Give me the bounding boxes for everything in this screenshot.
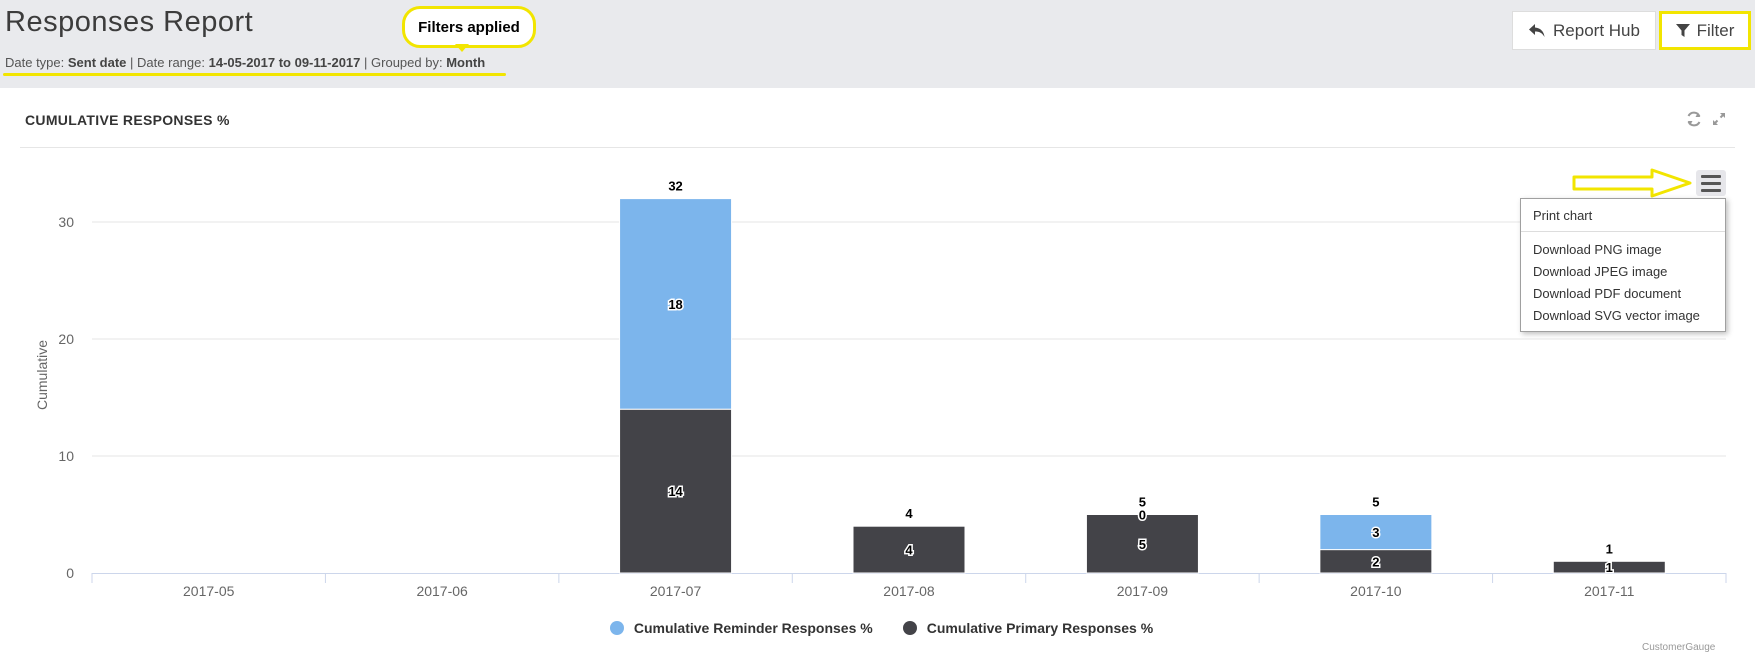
grouped-by-label: Grouped by: (371, 55, 443, 70)
stack-total-label: 1 (1606, 541, 1613, 556)
stack-total-label: 5 (1372, 495, 1379, 510)
menu-item-download-jpeg[interactable]: Download JPEG image (1533, 264, 1668, 279)
reply-arrow-icon (1528, 23, 1546, 39)
filter-summary: Date type: Sent date | Date range: 14-05… (5, 55, 485, 70)
x-tick-label: 2017-11 (1584, 583, 1635, 599)
page-title: Responses Report (5, 6, 254, 38)
separator: | (130, 55, 134, 70)
data-label-reminder: 18 (668, 297, 682, 312)
legend-swatch-reminder (609, 621, 624, 635)
menu-separator (1521, 231, 1725, 232)
funnel-icon (1675, 23, 1690, 38)
panel-divider (20, 147, 1735, 148)
chart-panel-title: CUMULATIVE RESPONSES % (25, 112, 230, 128)
filter-button[interactable]: Filter (1659, 11, 1751, 50)
data-label-primary: 5 (1139, 537, 1146, 552)
stack-total-label: 5 (1139, 495, 1146, 510)
highlight-underline (3, 73, 506, 76)
date-type-value: Sent date (67, 55, 127, 70)
bar-reminder-2017-10 (1319, 514, 1433, 551)
bar-primary-2017-11 (1552, 560, 1666, 574)
report-hub-button[interactable]: Report Hub (1512, 11, 1656, 50)
date-type-label: Date type: (5, 55, 65, 70)
bar-primary-2017-08 (852, 525, 966, 574)
x-tick-label: 2017-05 (183, 583, 235, 599)
callout-text: Filters applied (418, 18, 520, 36)
bar-primary-2017-09 (1085, 514, 1199, 574)
report-hub-label: Report Hub (1553, 20, 1640, 40)
date-range-label: Date range: (137, 55, 205, 70)
stack-total-label: 4 (905, 506, 913, 521)
y-tick-label: 0 (66, 565, 74, 581)
filters-applied-callout: Filters applied (402, 6, 536, 48)
hamburger-menu-icon (1701, 174, 1721, 178)
data-label-primary: 1 (1606, 560, 1613, 575)
legend-item-primary[interactable]: Cumulative Primary Responses % (902, 618, 1154, 638)
menu-item-download-svg[interactable]: Download SVG vector image (1533, 308, 1700, 323)
legend-swatch-primary (902, 621, 917, 635)
chart-context-menu-button[interactable] (1696, 170, 1726, 196)
chart-credits: CustomerGauge (1642, 642, 1716, 653)
separator: | (364, 55, 368, 70)
legend-label-reminder: Cumulative Reminder Responses % (633, 620, 873, 636)
data-label-reminder: 3 (1372, 525, 1379, 540)
bar-primary-2017-07 (619, 408, 733, 574)
chart-legend: Cumulative Reminder Responses % Cumulati… (0, 618, 1755, 638)
legend-label-primary: Cumulative Primary Responses % (926, 620, 1154, 636)
chart-export-menu: Print chart Download PNG image Download … (1520, 198, 1726, 332)
stack-total-label: 32 (668, 179, 682, 194)
x-tick-label: 2017-10 (1350, 583, 1402, 599)
y-tick-label: 10 (58, 448, 74, 464)
y-axis-title: Cumulative (34, 340, 50, 410)
data-label-primary: 2 (1372, 554, 1379, 569)
x-tick-label: 2017-06 (416, 583, 468, 599)
data-label-reminder: 0 (1139, 508, 1146, 523)
legend-item-reminder[interactable]: Cumulative Reminder Responses % (609, 618, 873, 638)
x-tick-label: 2017-08 (883, 583, 935, 599)
callout-tail (455, 44, 469, 52)
x-tick-label: 2017-07 (650, 583, 702, 599)
refresh-icon[interactable] (1685, 110, 1703, 128)
grouped-by-value: Month (446, 55, 486, 70)
menu-item-download-pdf[interactable]: Download PDF document (1533, 286, 1682, 301)
y-tick-label: 30 (58, 214, 74, 230)
annotation-arrow-icon (1572, 168, 1694, 203)
date-range-value: 14-05-2017 to 09-11-2017 (208, 55, 361, 70)
data-label-primary: 4 (905, 543, 913, 558)
menu-item-print-chart[interactable]: Print chart (1533, 208, 1593, 223)
filter-label: Filter (1696, 20, 1735, 40)
data-label-primary: 14 (668, 484, 683, 499)
y-tick-label: 20 (58, 331, 74, 347)
bar-reminder-2017-07 (619, 198, 733, 410)
menu-item-download-png[interactable]: Download PNG image (1533, 242, 1662, 257)
x-tick-label: 2017-09 (1117, 583, 1169, 599)
expand-icon[interactable] (1712, 112, 1726, 126)
